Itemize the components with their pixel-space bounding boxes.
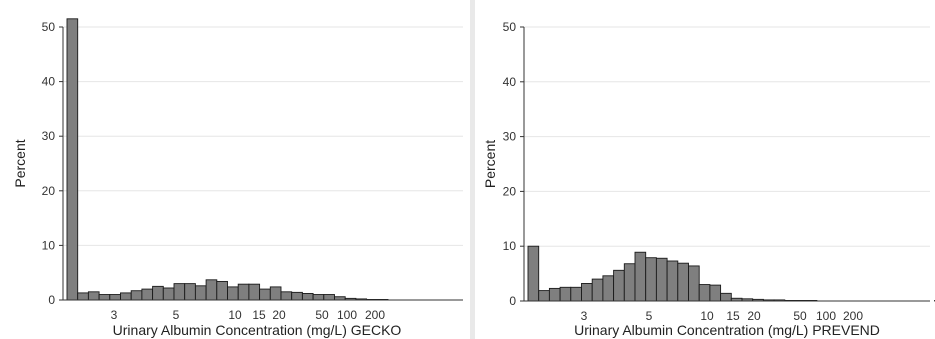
histogram-bar	[269, 286, 282, 301]
x-tick-label: 5	[173, 308, 180, 322]
y-tick-label: 20	[503, 184, 517, 198]
histogram-bar	[666, 260, 679, 302]
histogram-bar	[152, 285, 164, 301]
histogram-bar	[559, 286, 572, 302]
histogram-bar	[570, 286, 582, 302]
x-tick-label: 10	[700, 309, 714, 323]
histogram-bar	[720, 292, 732, 302]
histogram-bar	[323, 294, 335, 301]
x-tick-label: 15	[252, 308, 266, 322]
histogram-bar	[548, 287, 561, 302]
x-tick-label: 3	[581, 309, 588, 323]
x-axis-title: Urinary Albumin Concentration (mg/L) PRE…	[574, 322, 880, 338]
histogram-bar	[162, 287, 175, 301]
histogram-bar	[527, 245, 540, 302]
y-tick-label: 40	[503, 75, 517, 89]
histogram-bar	[538, 290, 550, 302]
y-axis-title: Percent	[12, 139, 28, 187]
y-axis-title: Percent	[482, 140, 498, 188]
histogram-bar	[141, 288, 154, 301]
histogram-bar	[623, 263, 636, 302]
x-tick-label: 20	[272, 308, 286, 322]
x-tick-label: 20	[747, 309, 761, 323]
y-tick-label: 0	[509, 294, 516, 308]
histogram-bar	[77, 292, 89, 301]
histogram-bar	[312, 294, 325, 301]
histogram-bar	[280, 291, 293, 301]
histogram-bar	[591, 278, 604, 302]
histogram-bar	[120, 292, 132, 301]
y-tick-label: 50	[42, 20, 56, 34]
histogram-panel-gecko: 0 10 20 30 40 50 3 5 10 15 20 50 100 200 Urinary Album…	[12, 18, 463, 338]
y-tick-label: 30	[42, 129, 56, 143]
x-tick-label: 5	[646, 309, 653, 323]
histogram-bar	[248, 283, 261, 301]
histogram-bar	[301, 292, 314, 301]
x-tick-label: 100	[337, 308, 357, 322]
histogram-bar	[194, 285, 207, 301]
histogram-bar	[66, 18, 79, 301]
histogram-bar	[205, 279, 218, 301]
histogram-bar	[109, 294, 121, 301]
histogram-bar	[259, 288, 271, 301]
histogram-bar	[581, 283, 593, 302]
x-tick-label: 50	[793, 309, 807, 323]
x-tick-label: 50	[315, 308, 329, 322]
histogram-bar	[709, 284, 722, 302]
histogram-bar	[130, 290, 143, 301]
histogram-bar	[655, 257, 668, 302]
y-tick-label: 50	[503, 20, 517, 34]
x-tick-label: 3	[111, 308, 118, 322]
histogram-bar	[677, 262, 689, 302]
histogram-panel-prevend: 0 10 20 30 40 50 3 5 10 15 20 50 100 200 Urinary Album…	[475, 0, 935, 339]
histogram-bar	[98, 294, 111, 301]
y-tick-label: 10	[42, 238, 56, 252]
x-tick-label: 200	[365, 308, 385, 322]
x-tick-label: 200	[843, 309, 863, 323]
y-tick-label: 0	[48, 293, 55, 307]
histogram-bar	[602, 275, 615, 302]
histogram-bar	[173, 283, 186, 301]
histogram-bar	[634, 251, 647, 302]
y-tick-label: 40	[42, 75, 56, 89]
histogram-bar	[613, 269, 625, 302]
histogram-bar	[237, 283, 250, 301]
histogram-bar	[688, 265, 700, 302]
x-axis-title: Urinary Albumin Concentration (mg/L) GEC…	[113, 322, 402, 338]
histogram-bar	[698, 284, 711, 302]
histogram-bar	[227, 286, 239, 301]
histogram-bar	[291, 291, 303, 301]
histogram-bar	[216, 280, 228, 301]
histogram-bar	[645, 257, 657, 302]
x-tick-label: 15	[726, 309, 740, 323]
histogram-bar	[87, 291, 100, 301]
x-tick-label: 100	[816, 309, 836, 323]
y-tick-label: 20	[42, 184, 56, 198]
histogram-bar	[184, 283, 196, 301]
panel-divider	[470, 0, 475, 339]
x-tick-label: 10	[228, 308, 242, 322]
y-tick-label: 30	[503, 130, 517, 144]
y-tick-label: 10	[503, 239, 517, 253]
